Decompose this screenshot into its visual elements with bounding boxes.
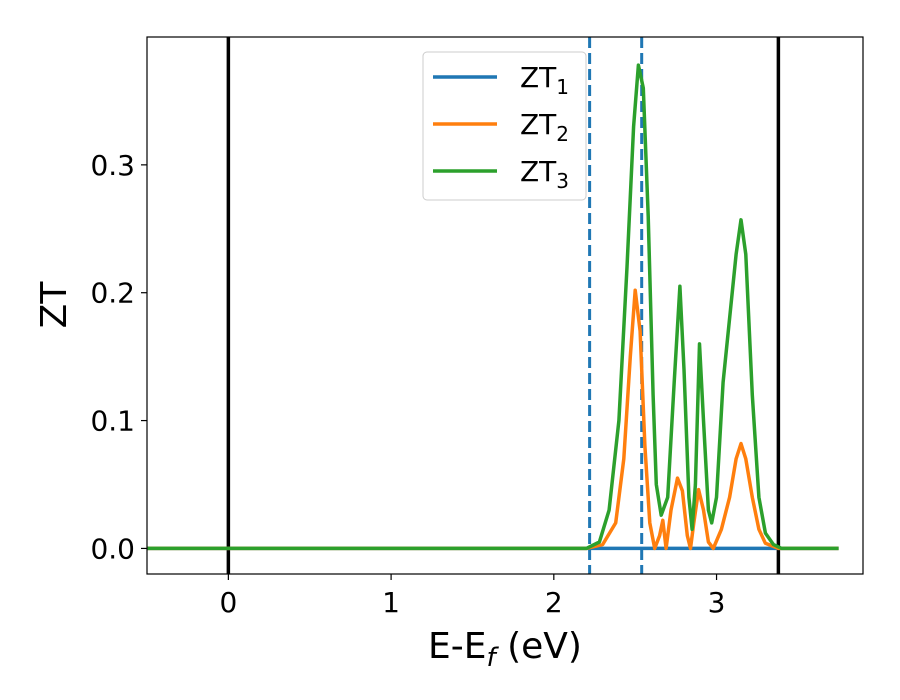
- x-tick-label: 1: [382, 586, 400, 619]
- plot-area: [146, 36, 864, 575]
- y-tick-label: 0.2: [90, 277, 135, 310]
- y-tick-label: 0.1: [90, 405, 135, 438]
- x-axis-ticks: 0 1 2 3: [219, 574, 725, 619]
- y-axis-label: ZT: [34, 281, 75, 329]
- legend: ZT1 ZT2 ZT3: [422, 51, 587, 201]
- y-tick-label: 0.3: [90, 149, 135, 182]
- x-tick-label: 2: [545, 586, 563, 619]
- legend-box: [422, 51, 587, 201]
- legend-label-zt2: ZT2: [520, 108, 569, 146]
- y-axis-ticks: 0.0 0.1 0.2 0.3: [90, 149, 147, 565]
- x-tick-label: 3: [708, 586, 726, 619]
- axes-frame: [146, 36, 864, 575]
- x-axis-label: E-Ef (eV): [428, 626, 582, 673]
- y-tick-label: 0.0: [90, 532, 135, 565]
- reference-lines: [226, 37, 781, 574]
- series-line-zt3: [147, 63, 839, 551]
- legend-label-zt3: ZT3: [520, 155, 569, 193]
- x-tick-label: 0: [219, 586, 237, 619]
- series-lines: [147, 63, 839, 551]
- series-line-zt2: [147, 288, 839, 551]
- legend-label-zt1: ZT1: [520, 61, 569, 99]
